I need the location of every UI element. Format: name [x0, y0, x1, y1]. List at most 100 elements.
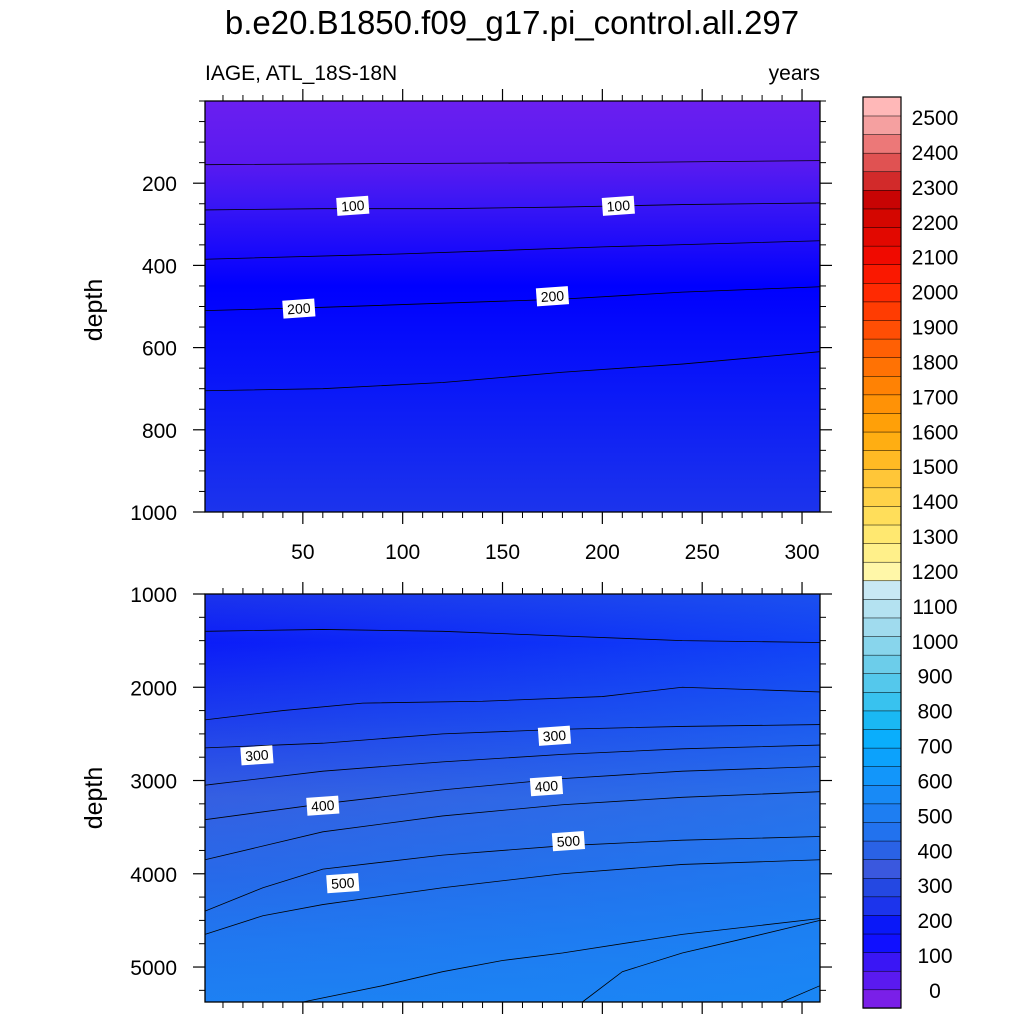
- colorbar-label: 900: [917, 666, 952, 689]
- colorbar-label: 1800: [912, 351, 959, 374]
- contour-line: [204, 859, 821, 935]
- upper-contour-labels: 100 100 200 200: [282, 195, 635, 319]
- colorbar-swatch: [862, 264, 902, 284]
- colorbar-label: 2500: [912, 107, 959, 130]
- colorbar-swatch: [862, 226, 902, 247]
- contour-label-text: 400: [311, 797, 336, 815]
- x-tick-label: 50: [291, 541, 314, 564]
- contour-label-text: 500: [331, 874, 356, 892]
- colorbar-label: 1900: [912, 317, 959, 340]
- colorbar-swatch: [862, 468, 902, 489]
- colorbar-swatch: [862, 673, 902, 693]
- contour-line: [204, 160, 821, 166]
- colorbar-swatch: [862, 245, 902, 265]
- x-tick-label: 250: [685, 541, 720, 564]
- lower-panel-frame: [204, 593, 821, 1003]
- contour-label-text: 400: [534, 777, 559, 795]
- colorbar-swatch: [862, 654, 902, 674]
- contour-line: [204, 240, 821, 260]
- contour-line: [204, 744, 821, 786]
- colorbar-swatch: [862, 115, 902, 135]
- colorbar-label: 1500: [912, 456, 959, 479]
- contour-label-text: 200: [287, 300, 312, 318]
- colorbar-label: 300: [917, 875, 952, 898]
- colorbar-label: 1700: [912, 386, 959, 409]
- contour-label: 400: [306, 795, 340, 816]
- colorbar-swatch: [862, 691, 902, 712]
- y-tick-label: 600: [142, 338, 177, 361]
- colorbar-swatch: [862, 989, 902, 1009]
- colorbar-swatch: [862, 301, 902, 321]
- colorbar-swatch: [862, 133, 902, 154]
- contour-label: 300: [537, 725, 572, 746]
- colorbar-label: 600: [917, 770, 952, 793]
- colorbar-label: 400: [917, 840, 952, 863]
- colorbar-label: 800: [917, 701, 952, 724]
- colorbar-swatch: [862, 189, 902, 210]
- y-tick-label: 1000: [130, 584, 177, 607]
- colorbar-swatch: [862, 970, 902, 991]
- y-tick-label: 1000: [130, 502, 177, 525]
- colorbar-swatch: [862, 505, 902, 526]
- contour-line: [204, 351, 821, 392]
- colorbar-label: 1400: [912, 491, 959, 514]
- lower-panel-corner-shade: [205, 594, 820, 1002]
- colorbar-swatch: [862, 635, 902, 656]
- colorbar-swatch: [862, 859, 902, 879]
- x-tick-label: 100: [385, 541, 420, 564]
- contour-label-text: 500: [556, 832, 581, 850]
- contour-label-text: 200: [540, 287, 565, 305]
- colorbar-swatch: [862, 208, 902, 228]
- contour-label: 400: [529, 776, 564, 797]
- colorbar-swatch: [862, 338, 902, 358]
- contour-label: 100: [336, 195, 370, 216]
- colorbar: 0 100 200 300 400 500 600 700 800 900 1000 1100 1200…: [862, 96, 959, 1009]
- colorbar-swatch: [862, 784, 902, 805]
- colorbar-swatch: [862, 449, 902, 470]
- lower-y-axis-label: depth: [80, 767, 108, 830]
- colorbar-swatch: [862, 766, 902, 786]
- y-tick-label: 200: [142, 173, 177, 196]
- y-tick-label: 400: [142, 255, 177, 278]
- colorbar-swatch: [862, 487, 902, 507]
- x-tick-label: 300: [785, 541, 820, 564]
- y-tick-label: 3000: [130, 771, 177, 794]
- contour-line: [204, 766, 821, 821]
- colorbar-label: 100: [917, 945, 952, 968]
- colorbar-swatch: [862, 171, 902, 191]
- colorbar-swatch: [862, 412, 902, 433]
- colorbar-swatch: [862, 803, 902, 823]
- colorbar-swatch: [862, 152, 902, 173]
- colorbar-label: 1100: [912, 596, 957, 619]
- colorbar-swatch: [862, 542, 902, 563]
- colorbar-label: 2000: [912, 282, 959, 305]
- colorbar-label: 1300: [912, 526, 959, 549]
- contour-line: [302, 918, 821, 1003]
- colorbar-swatch: [862, 710, 902, 730]
- colorbar-swatch: [862, 747, 902, 767]
- colorbar-swatch: [862, 375, 902, 396]
- y-tick-label: 800: [142, 420, 177, 443]
- colorbar-label: 1200: [912, 561, 959, 584]
- colorbar-label: 0: [929, 980, 941, 1003]
- colorbar-label: 2200: [912, 212, 959, 235]
- contour-label-text: 300: [245, 747, 270, 765]
- colorbar-label: 2100: [912, 247, 959, 270]
- chart-title: b.e20.B1850.f09_g17.pi_control.all.297: [224, 4, 800, 41]
- contour-label-text: 300: [542, 727, 567, 745]
- colorbar-swatch: [862, 580, 902, 600]
- lower-contour-lines: [204, 629, 821, 1003]
- colorbar-frame: [862, 96, 902, 1009]
- colorbar-label: 700: [917, 736, 952, 759]
- colorbar-swatch: [862, 821, 902, 842]
- x-tick-label: 200: [585, 541, 620, 564]
- contour-label: 200: [282, 298, 316, 319]
- colorbar-label: 2400: [912, 142, 959, 165]
- contour-label: 300: [240, 745, 274, 766]
- upper-axis-ticks: 50 100 150 200 250 300 200 400 600 800 1000: [130, 89, 832, 564]
- contour-label: 200: [535, 286, 570, 307]
- chart-subtitle-variable: IAGE, ATL_18S-18N: [205, 62, 398, 85]
- colorbar-label: 200: [917, 910, 952, 933]
- y-tick-label: 4000: [130, 864, 177, 887]
